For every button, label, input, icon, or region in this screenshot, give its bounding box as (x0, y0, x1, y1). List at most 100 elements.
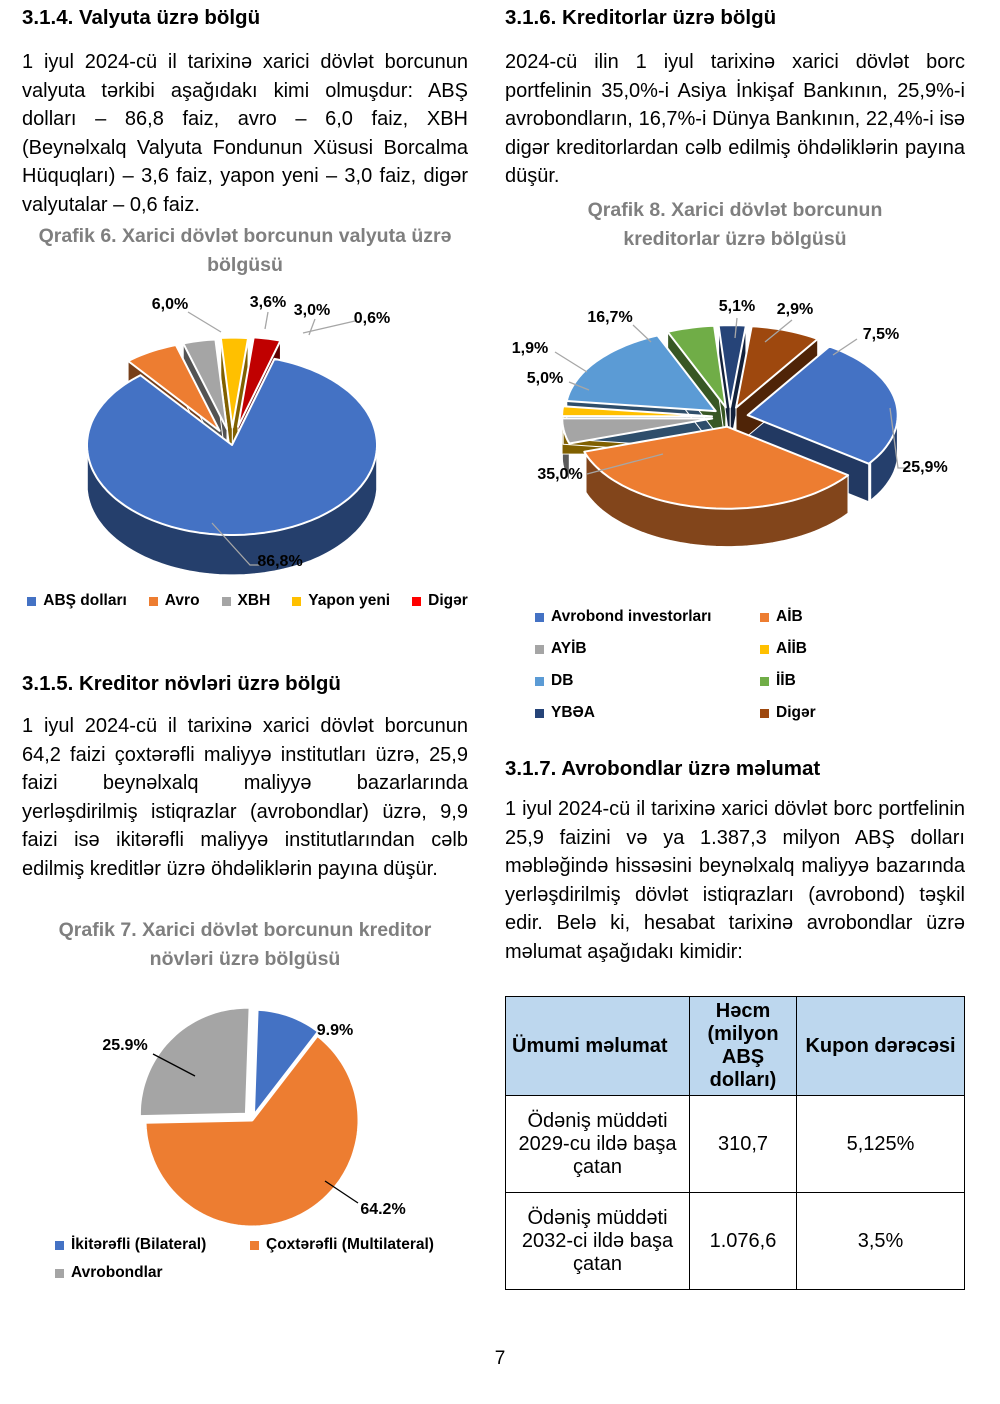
table-header-umumi: Ümumi məlumat (505, 996, 690, 1096)
legend-label: İkitərəfli (Bilateral) (71, 1236, 207, 1253)
pie-data-label: 3,6% (249, 294, 287, 311)
table-header-row: Ümumi məlumat Həcm (milyon ABŞ dolları) … (505, 996, 965, 1096)
legend-item: Digər (760, 704, 960, 722)
section-314-paragraph: 1 iyul 2024-cü il tarixinə xarici dövlət… (22, 51, 468, 216)
pie-svg (554, 317, 910, 548)
legend-item: İİB (760, 672, 960, 690)
pie-data-label: 7,5% (862, 326, 900, 343)
legend-swatch-icon (535, 708, 544, 718)
leader-line (832, 338, 858, 356)
pie-data-label: 5,1% (718, 298, 756, 315)
leader-line (632, 324, 652, 343)
legend-label: AİİB (776, 640, 807, 657)
pie-data-label: 64.2% (360, 1201, 406, 1218)
legend-swatch-icon (27, 596, 37, 606)
pie-data-label: 0,6% (353, 310, 391, 327)
table-header-kupon: Kupon dərəcəsi (796, 996, 965, 1096)
table-header-hecm: Həcm (milyon ABŞ dolları) (689, 996, 797, 1096)
chart8-title: Qrafik 8. Xarici dövlət borcunun kredito… (587, 199, 883, 251)
table-cell-row1-hecm: 1.076,6 (689, 1192, 797, 1290)
section-316-heading: 3.1.6. Kreditorlar üzrə bölgü (505, 6, 777, 29)
legend-item: AİİB (760, 640, 960, 658)
legend-swatch-icon (221, 596, 231, 606)
section-315-paragraph: 1 iyul 2024-cü il tarixinə xarici dövlət… (22, 715, 468, 880)
legend-swatch-icon (535, 676, 544, 686)
leader-line (211, 522, 263, 566)
legend-item: Avrobond investorları (535, 608, 760, 626)
avrobond-table: Ümumi məlumat Həcm (milyon ABŞ dolları) … (505, 996, 965, 1290)
legend-item: DB (535, 672, 760, 690)
legend-label: AYİB (551, 640, 587, 657)
table-cell-row1-kupon: 3,5% (796, 1192, 965, 1290)
legend-item: İkitərəfli (Bilateral) (55, 1236, 250, 1254)
pie-svg (86, 311, 378, 576)
legend-swatch-icon (535, 644, 544, 654)
leader-line (324, 1180, 359, 1204)
leader-line (568, 381, 590, 391)
leader-line (586, 453, 664, 475)
leader-line (302, 320, 356, 334)
page-number: 7 (494, 1348, 506, 1369)
legend-swatch-icon (760, 612, 769, 622)
pie-data-label: 86,8% (257, 553, 303, 570)
chart8-legend: Avrobond investorları AİB AYİB AİİB DB İİB YBƏ… (535, 608, 960, 722)
legend-label: DB (551, 672, 574, 689)
legend-item: Avrobondlar (55, 1264, 250, 1282)
section-316-paragraph: 2024-cü ilin 1 iyul tarixinə xarici dövl… (505, 51, 965, 188)
legend-swatch-icon (250, 1240, 259, 1250)
leader-line (764, 319, 793, 343)
pie-svg (137, 1005, 361, 1229)
legend-swatch-icon (148, 596, 158, 606)
legend-item: Digər (412, 592, 468, 610)
legend-item: AYİB (535, 640, 760, 658)
table-row: Ödəniş müddəti 2029-cu ildə başa çatan 3… (505, 1095, 965, 1193)
pie-data-label: 16,7% (587, 309, 633, 326)
pie-data-label: 9.9% (316, 1022, 354, 1039)
pie-data-label: 5,0% (526, 370, 564, 387)
pie-data-label: 3,0% (293, 302, 331, 319)
legend-label: Avro (164, 592, 200, 609)
legend-label: Digər (428, 592, 468, 609)
legend-item: ABŞ dolları (27, 592, 127, 610)
chart6-pie-chart: 86,8% 6,0% 3,6% 3,0% 0,6% (25, 292, 470, 588)
legend-label: Çoxtərəfli (Multilateral) (266, 1236, 434, 1253)
section-317-paragraph: 1 iyul 2024-cü il tarixinə xarici dövlət… (505, 798, 965, 963)
table-cell-row1-label: Ödəniş müddəti 2032-ci ildə başa çatan (505, 1192, 690, 1290)
pie-data-label: 2,9% (776, 301, 814, 318)
leader-line (734, 317, 738, 339)
legend-swatch-icon (55, 1240, 64, 1250)
leader-line (152, 1053, 196, 1077)
legend-label: İİB (776, 672, 796, 689)
legend-label: Yapon yeni (308, 592, 391, 609)
legend-label: XBH (237, 592, 271, 609)
legend-item: YBƏA (535, 704, 760, 722)
chart7-title: Qrafik 7. Xarici dövlət borcunun kredito… (58, 919, 432, 971)
table-cell-row0-kupon: 5,125% (796, 1095, 965, 1193)
legend-swatch-icon (535, 612, 544, 622)
leader-line (264, 311, 269, 330)
chart6-title: Qrafik 6. Xarici dövlət borcunun valyuta… (38, 225, 452, 277)
leader-line (308, 318, 316, 336)
section-317-heading: 3.1.7. Avrobondlar üzrə məlumat (505, 757, 821, 780)
leader-line (554, 351, 588, 373)
legend-swatch-icon (292, 596, 302, 606)
legend-label: YBƏA (551, 704, 595, 721)
pie-data-label: 25.9% (102, 1037, 148, 1054)
pie-data-label: 35,0% (537, 466, 583, 483)
table-cell-row0-hecm: 310,7 (689, 1095, 797, 1193)
legend-item: Avro (148, 592, 200, 610)
legend-label: ABŞ dolları (43, 592, 127, 609)
leader-line (187, 311, 222, 333)
pie-data-label: 6,0% (151, 296, 189, 313)
table-row: Ödəniş müddəti 2032-ci ildə başa çatan 1… (505, 1192, 965, 1290)
leader-line (889, 407, 910, 469)
legend-item: AİB (760, 608, 960, 626)
chart6-legend: ABŞ dolları Avro XBH Yapon yeni Digər (25, 592, 470, 610)
legend-item: Çoxtərəfli (Multilateral) (250, 1236, 475, 1254)
pie-data-label: 25,9% (902, 459, 948, 476)
legend-item: XBH (221, 592, 271, 610)
pie-data-label: 1,9% (511, 340, 549, 357)
legend-label: Avrobond investorları (551, 608, 712, 625)
legend-label: AİB (776, 608, 803, 625)
legend-label: Avrobondlar (71, 1264, 163, 1281)
